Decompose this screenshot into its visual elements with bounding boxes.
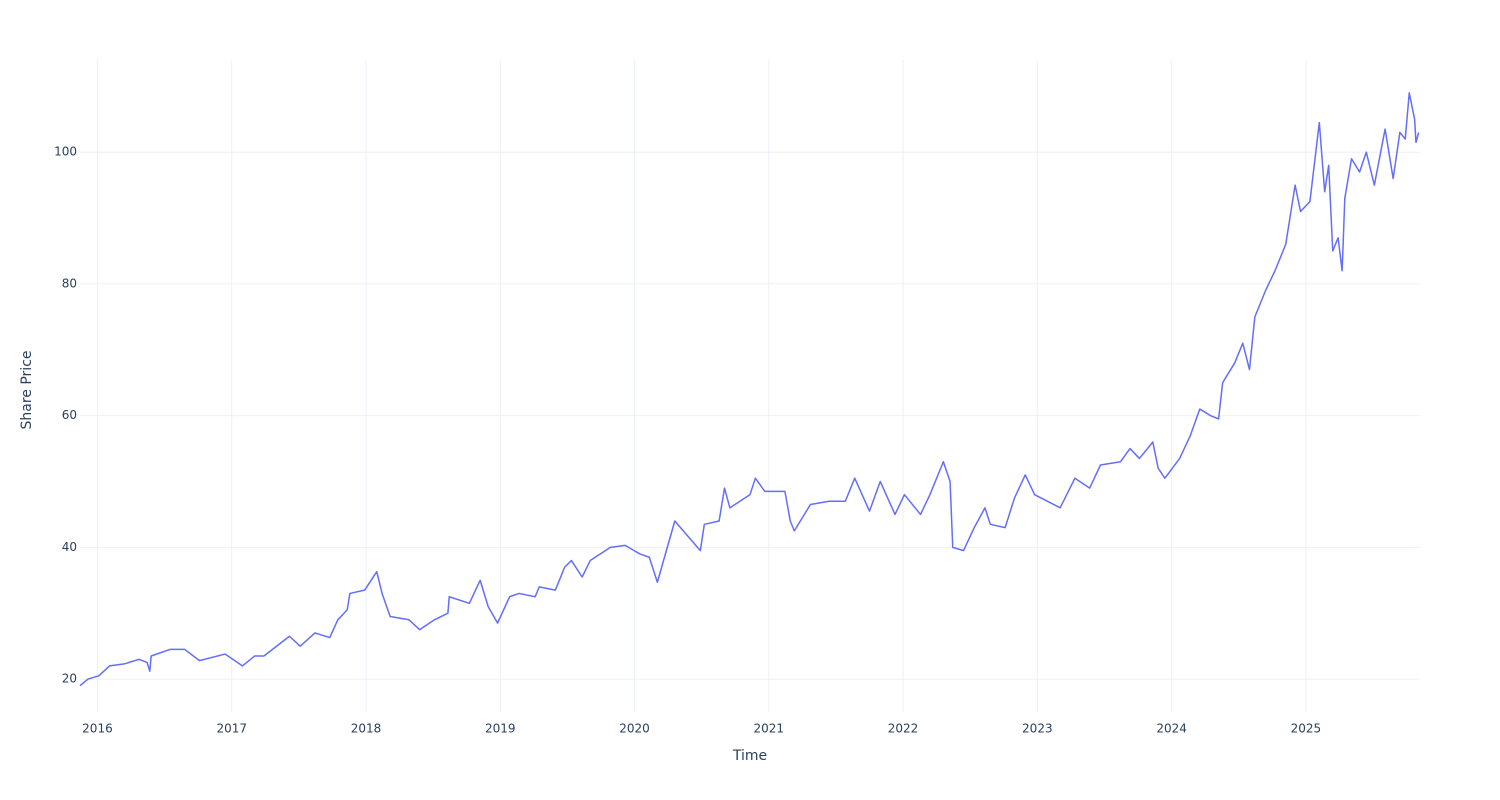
x-tick-label: 2022	[888, 722, 919, 736]
x-tick-label: 2018	[351, 722, 382, 736]
x-tick-label: 2020	[619, 722, 650, 736]
price-line	[79, 92, 1420, 687]
y-tick-label: 100	[54, 145, 77, 159]
y-tick-label: 80	[62, 276, 77, 290]
x-tick-label: 2021	[754, 722, 785, 736]
y-tick-label: 20	[62, 672, 77, 686]
x-tick-label: 2025	[1291, 722, 1322, 736]
y-tick-label: 60	[62, 408, 77, 422]
x-axis-title: Time	[732, 748, 767, 764]
x-tick-label: 2023	[1022, 722, 1053, 736]
x-tick-label: 2017	[216, 722, 247, 736]
y-axis-title: Share Price	[19, 350, 35, 429]
x-tick-label: 2024	[1156, 722, 1187, 736]
x-tick-label: 2019	[485, 722, 516, 736]
y-tick-label: 40	[62, 540, 77, 554]
x-tick-label: 2016	[82, 722, 113, 736]
